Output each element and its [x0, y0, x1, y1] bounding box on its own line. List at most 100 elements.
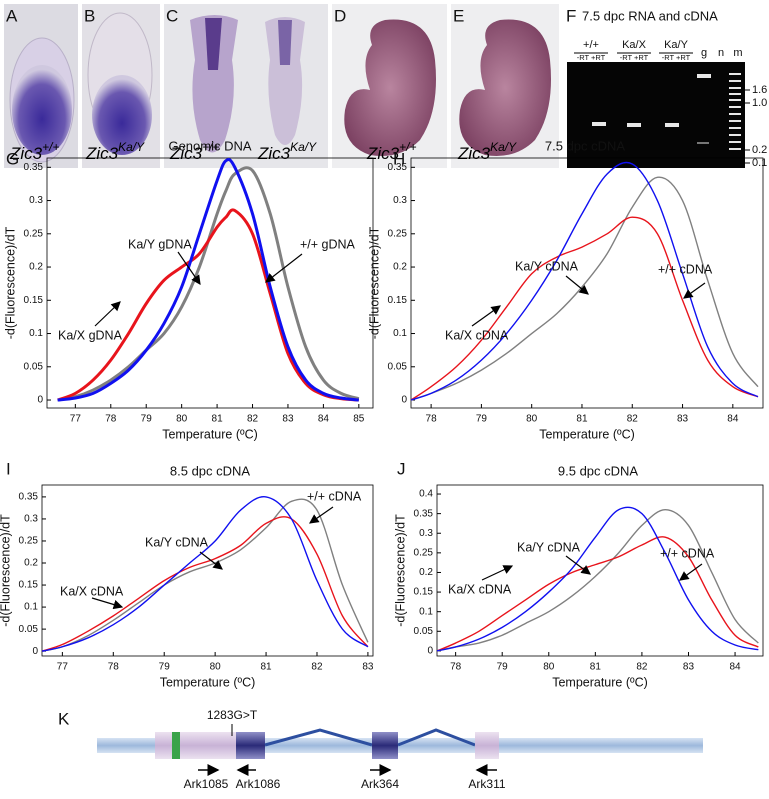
y-tick-label: 0.35	[19, 492, 39, 503]
photo-panels	[4, 4, 559, 168]
annotation: +/+ gDNA	[300, 237, 356, 251]
panel-letter: H	[393, 149, 405, 168]
y-tick-label: 0.35	[414, 508, 434, 519]
annotation-arrow	[94, 301, 121, 327]
lane-labels: -RT +RT	[662, 53, 691, 62]
melt-curve	[42, 498, 369, 652]
y-tick-label: 0.3	[419, 528, 433, 539]
y-tick-label: 0	[32, 646, 38, 657]
x-tick-label: 79	[476, 414, 488, 425]
y-tick-label: 0.15	[414, 587, 434, 598]
panel-letter: J	[397, 459, 406, 478]
x-tick-label: 77	[57, 662, 69, 673]
caption: Zic3Ka/Y	[85, 140, 145, 163]
panel-letter: K	[58, 709, 70, 728]
x-axis-label: Temperature (ºC)	[552, 675, 648, 689]
y-axis-label: -d(Fluorescence)/dT	[0, 514, 12, 627]
y-tick-label: 0.2	[419, 567, 433, 578]
chart-title: 9.5 dpc cDNA	[558, 463, 639, 478]
genotype: Ka/Y	[490, 140, 517, 154]
y-tick-label: 0.15	[24, 295, 44, 306]
genotype: +/+	[42, 140, 59, 154]
annotation: Ka/X cDNA	[60, 584, 124, 598]
genotype: +/+	[202, 140, 219, 154]
chart-title: 8.5 dpc cDNA	[170, 463, 251, 478]
y-tick-label: 0.3	[24, 514, 38, 525]
primer-label: Ark364	[361, 777, 399, 791]
y-tick-label: 0	[427, 646, 433, 657]
panel-letter: I	[6, 459, 11, 478]
melt-curve	[57, 208, 359, 402]
panel-letter: D	[334, 6, 346, 25]
gene: Zic3	[9, 144, 43, 163]
melt-curve	[57, 166, 360, 402]
melt-curve	[411, 216, 759, 401]
lane-label: m	[733, 47, 742, 59]
x-tick-label: 84	[729, 662, 741, 673]
x-tick-label: 84	[727, 414, 739, 425]
primer-label: Ark311	[468, 777, 505, 791]
gene-diagram	[97, 724, 703, 776]
x-axis-label: Temperature (ºC)	[539, 427, 635, 441]
melt-curve	[42, 516, 369, 652]
annotation-arrow	[471, 305, 501, 327]
ladder-label: 1.6	[752, 84, 767, 96]
annotation: +/+ cDNA	[307, 489, 362, 503]
caption: Zic3+/+	[169, 140, 219, 163]
ladder-label: 1.0	[752, 97, 767, 109]
x-tick-label: 78	[426, 414, 438, 425]
melt-curve	[57, 158, 359, 402]
y-tick-label: 0.05	[414, 626, 434, 637]
genotype: Ka/Y	[290, 140, 317, 154]
lane-label: n	[718, 47, 724, 59]
caption: Zic3+/+	[366, 140, 416, 163]
x-tick-label: 81	[260, 662, 272, 673]
y-tick-label: 0.2	[29, 262, 43, 273]
y-tick-label: 0.25	[388, 228, 408, 239]
ladder-label: 0.1	[752, 157, 767, 169]
x-axis-label: Temperature (ºC)	[160, 675, 256, 689]
x-tick-label: 79	[159, 662, 171, 673]
x-tick-label: 85	[353, 414, 365, 425]
x-tick-label: 80	[210, 662, 222, 673]
x-tick-label: 82	[247, 414, 259, 425]
annotation-arrow	[309, 506, 334, 524]
x-tick-label: 79	[141, 414, 153, 425]
x-tick-label: 81	[590, 662, 602, 673]
panel-letter: E	[453, 6, 464, 25]
x-tick-label: 82	[636, 662, 648, 673]
x-axis-label: Temperature (ºC)	[162, 427, 258, 441]
y-tick-label: 0.1	[393, 328, 407, 339]
y-axis-label: -d(Fluorescence)/dT	[3, 226, 17, 339]
genotype: Ka/Y	[118, 140, 145, 154]
y-tick-label: 0	[37, 395, 43, 406]
lane-group: Ka/Y	[664, 39, 689, 51]
caption: Zic3Ka/Y	[457, 140, 517, 163]
chart: I 8.5 dpc cDNA 77 78 79 80 81 82 83 0 0.05 0.1 0.15 0…	[0, 459, 374, 689]
chart-title: 7.5 dpc cDNA	[545, 138, 626, 153]
lane-group: +/+	[583, 39, 599, 51]
y-tick-label: 0.4	[419, 489, 433, 500]
gene: Zic3	[169, 144, 203, 163]
y-tick-label: 0.2	[24, 558, 38, 569]
y-tick-label: 0.05	[19, 624, 39, 635]
annotation: +/+ cDNA	[658, 262, 713, 276]
plot-frame	[46, 157, 374, 409]
annotation: Ka/Y cDNA	[145, 535, 209, 549]
annotation-arrow	[265, 253, 303, 283]
annotation: Ka/Y cDNA	[515, 259, 579, 273]
annotation: Ka/X cDNA	[448, 582, 512, 596]
melt-curve	[411, 161, 759, 401]
melt-curve	[437, 506, 759, 652]
y-tick-label: 0.05	[24, 361, 44, 372]
x-tick-label: 78	[105, 414, 117, 425]
y-tick-label: 0.1	[419, 606, 433, 617]
annotation: Ka/Y gDNA	[128, 237, 192, 251]
gene: Zic3	[257, 144, 291, 163]
primer-label: Ark1086	[236, 777, 281, 791]
x-tick-label: 80	[176, 414, 188, 425]
x-tick-label: 83	[677, 414, 689, 425]
panel-letter: F	[566, 6, 576, 25]
y-axis-label: -d(Fluorescence)/dT	[367, 226, 381, 339]
chart: H 7.5 dpc cDNA 78 79 80 81 82 83 84 0 0.05 0.1 0.15 0…	[367, 138, 764, 441]
